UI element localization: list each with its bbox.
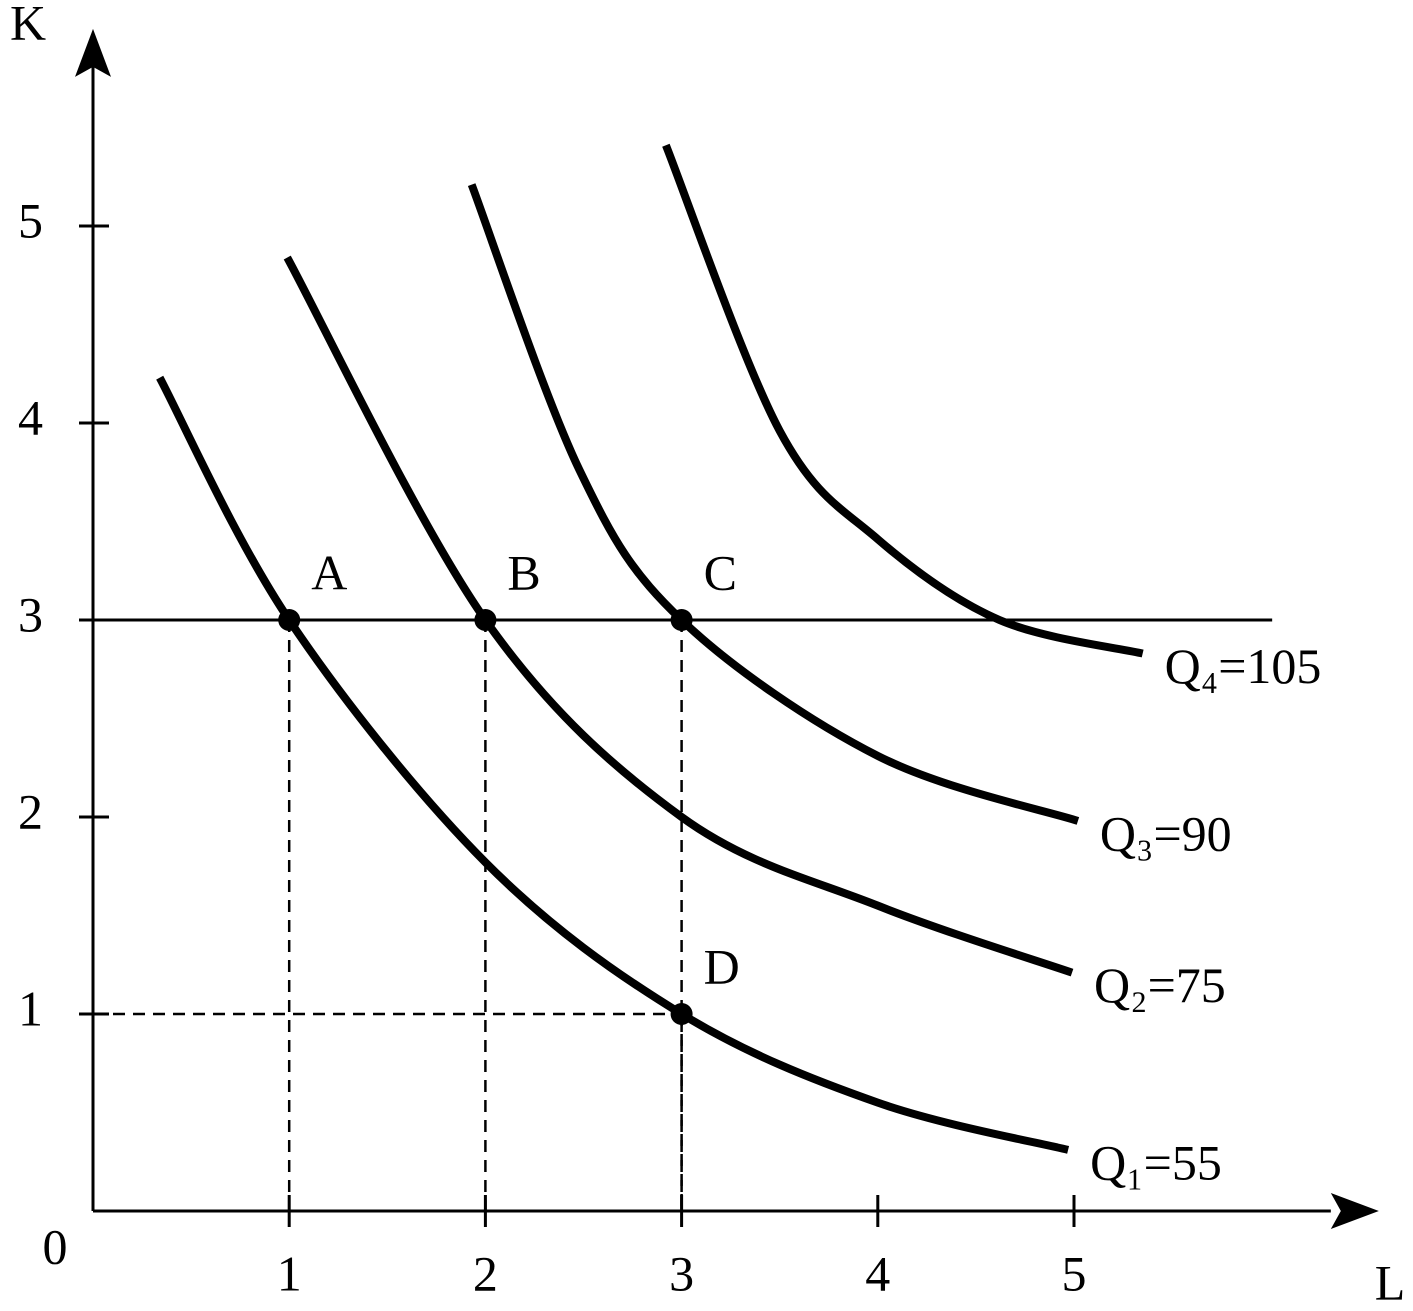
point-label: D — [704, 938, 740, 994]
y-tick-label: 3 — [18, 586, 43, 642]
point — [670, 609, 693, 631]
point — [278, 609, 301, 631]
x-tick-label: 1 — [277, 1245, 302, 1301]
isoquant — [662, 143, 1144, 658]
isoquant — [156, 375, 1070, 1154]
point — [670, 1003, 693, 1025]
origin-label: 0 — [43, 1218, 68, 1274]
x-tick-label: 2 — [473, 1245, 498, 1301]
y-tick-label: 4 — [18, 389, 43, 445]
y-tick-label: 2 — [18, 783, 43, 839]
x-axis-label: L — [1375, 1254, 1406, 1310]
y-tick-label: 5 — [18, 192, 43, 248]
series-label: Q₁=55 — [1090, 1134, 1222, 1190]
isoquant — [283, 255, 1074, 977]
x-axis-arrow — [1330, 1193, 1379, 1229]
series-label: Q₂=75 — [1094, 957, 1226, 1013]
x-tick-label: 5 — [1062, 1245, 1087, 1301]
x-tick-label: 3 — [669, 1245, 694, 1301]
x-tick-label: 4 — [865, 1245, 890, 1301]
y-axis-label: K — [10, 0, 46, 50]
series-label: Q₄=105 — [1165, 638, 1322, 694]
point-label: C — [704, 544, 737, 600]
y-tick-label: 1 — [18, 980, 43, 1036]
isoquant — [467, 183, 1080, 825]
point — [474, 609, 497, 631]
point-label: A — [311, 544, 347, 600]
y-axis-arrow — [75, 28, 111, 77]
series-label: Q₃=90 — [1100, 805, 1232, 861]
point-label: B — [507, 544, 540, 600]
